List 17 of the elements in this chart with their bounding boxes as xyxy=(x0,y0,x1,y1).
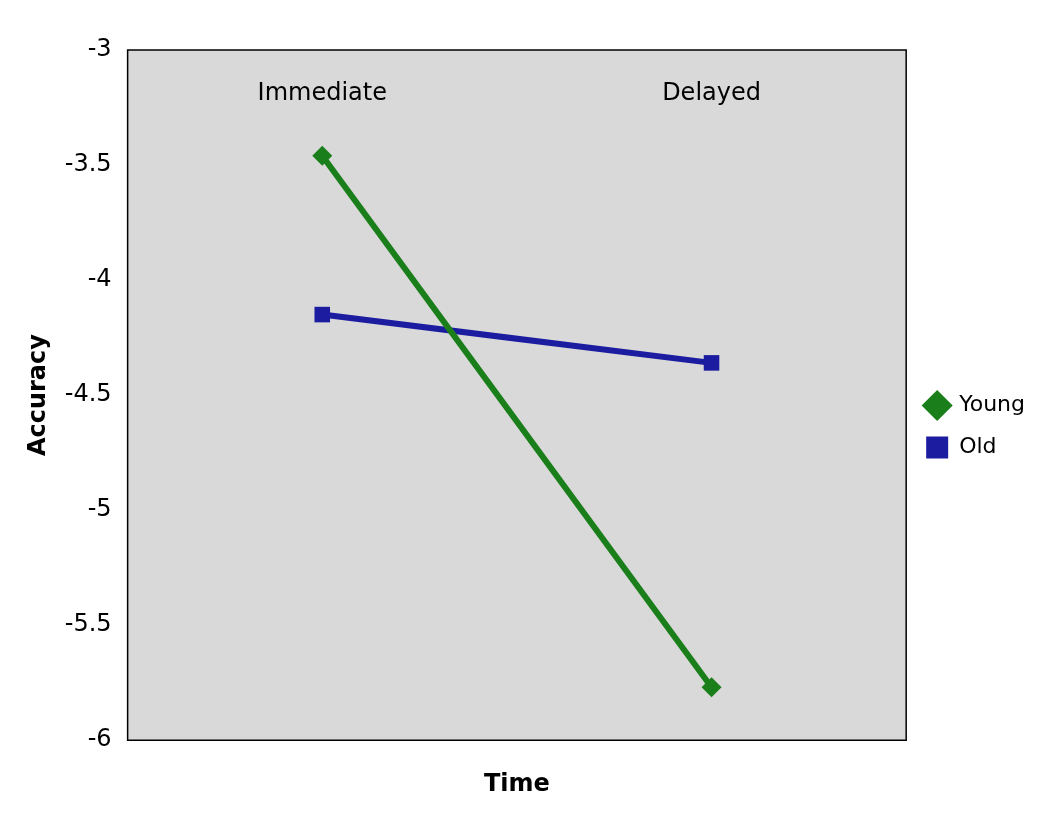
y-tick-label: -5 xyxy=(87,494,112,523)
y-tick-label: -4 xyxy=(87,264,112,293)
point xyxy=(703,355,720,371)
point xyxy=(701,677,722,698)
y-tick-label: -4.5 xyxy=(64,379,112,408)
y-tick-label: -6 xyxy=(87,724,112,753)
x-tick-label: Immediate xyxy=(257,78,387,107)
y-tick-label: -3.5 xyxy=(64,149,112,178)
y-axis-title: Accuracy xyxy=(22,333,51,457)
point xyxy=(314,306,331,323)
legend-label: Old xyxy=(959,433,997,459)
y-tick-label: -3 xyxy=(87,34,112,63)
legend-label: Young xyxy=(958,391,1025,417)
x-tick-label: Delayed xyxy=(662,78,761,107)
point xyxy=(312,145,333,166)
y-tick-label: -5.5 xyxy=(64,609,112,638)
x-axis-title: Time xyxy=(483,768,550,797)
